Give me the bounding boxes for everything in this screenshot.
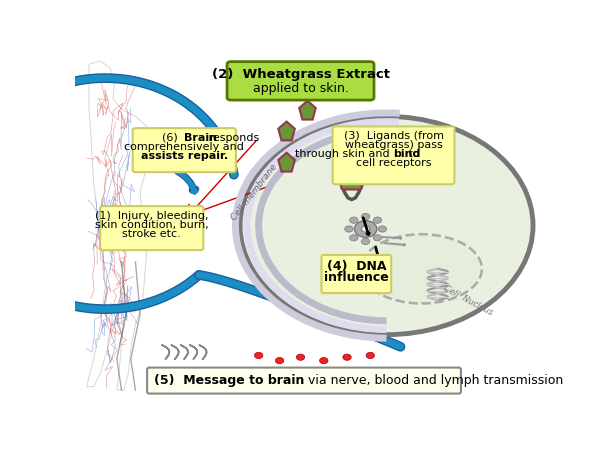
Circle shape xyxy=(361,238,370,245)
Text: through skin and: through skin and xyxy=(295,149,394,159)
Circle shape xyxy=(373,235,382,241)
Circle shape xyxy=(378,226,386,232)
Text: Brain: Brain xyxy=(184,133,217,143)
Circle shape xyxy=(344,226,353,232)
Polygon shape xyxy=(278,153,295,171)
Text: Cell membrane: Cell membrane xyxy=(229,163,279,222)
Circle shape xyxy=(350,217,358,223)
FancyBboxPatch shape xyxy=(341,176,361,189)
Circle shape xyxy=(350,235,358,241)
Text: skin condition, burn,: skin condition, burn, xyxy=(95,220,209,230)
Text: to: to xyxy=(405,149,420,159)
Circle shape xyxy=(361,226,370,232)
Circle shape xyxy=(254,352,263,359)
Circle shape xyxy=(240,117,533,335)
FancyBboxPatch shape xyxy=(332,126,454,184)
Text: (3)  Ligands (from: (3) Ligands (from xyxy=(344,131,443,141)
FancyBboxPatch shape xyxy=(100,206,203,250)
Text: (2)  Wheatgrass Extract: (2) Wheatgrass Extract xyxy=(212,68,389,81)
Text: responds: responds xyxy=(205,133,259,143)
Text: (4)  DNA: (4) DNA xyxy=(326,260,386,273)
FancyBboxPatch shape xyxy=(147,368,461,394)
Circle shape xyxy=(343,354,351,360)
Polygon shape xyxy=(181,208,205,226)
FancyBboxPatch shape xyxy=(322,255,391,293)
Text: (1)  Injury, bleeding,: (1) Injury, bleeding, xyxy=(95,211,208,221)
Text: comprehensively and: comprehensively and xyxy=(124,142,244,152)
Text: Cell  Nucleus: Cell Nucleus xyxy=(442,284,494,317)
Text: wheatgrass) pass: wheatgrass) pass xyxy=(344,140,442,150)
Text: via nerve, blood and lymph transmission: via nerve, blood and lymph transmission xyxy=(304,374,563,387)
FancyBboxPatch shape xyxy=(133,128,236,172)
Circle shape xyxy=(373,217,382,223)
Ellipse shape xyxy=(361,234,482,303)
Text: assists repair.: assists repair. xyxy=(141,151,228,161)
Text: bind: bind xyxy=(394,149,421,159)
Text: cell receptors: cell receptors xyxy=(356,158,431,168)
Text: influence: influence xyxy=(324,271,389,284)
Circle shape xyxy=(361,213,370,220)
Circle shape xyxy=(296,354,305,360)
Circle shape xyxy=(275,358,284,364)
Circle shape xyxy=(366,352,374,359)
Circle shape xyxy=(320,358,328,364)
Text: (5)  Message to brain: (5) Message to brain xyxy=(154,374,304,387)
Polygon shape xyxy=(278,122,295,140)
Polygon shape xyxy=(299,101,316,120)
Polygon shape xyxy=(174,204,204,226)
Text: (6): (6) xyxy=(161,133,184,143)
Text: applied to skin.: applied to skin. xyxy=(253,81,349,94)
Text: stroke etc.: stroke etc. xyxy=(122,229,181,239)
FancyBboxPatch shape xyxy=(227,62,374,100)
Circle shape xyxy=(355,220,377,237)
